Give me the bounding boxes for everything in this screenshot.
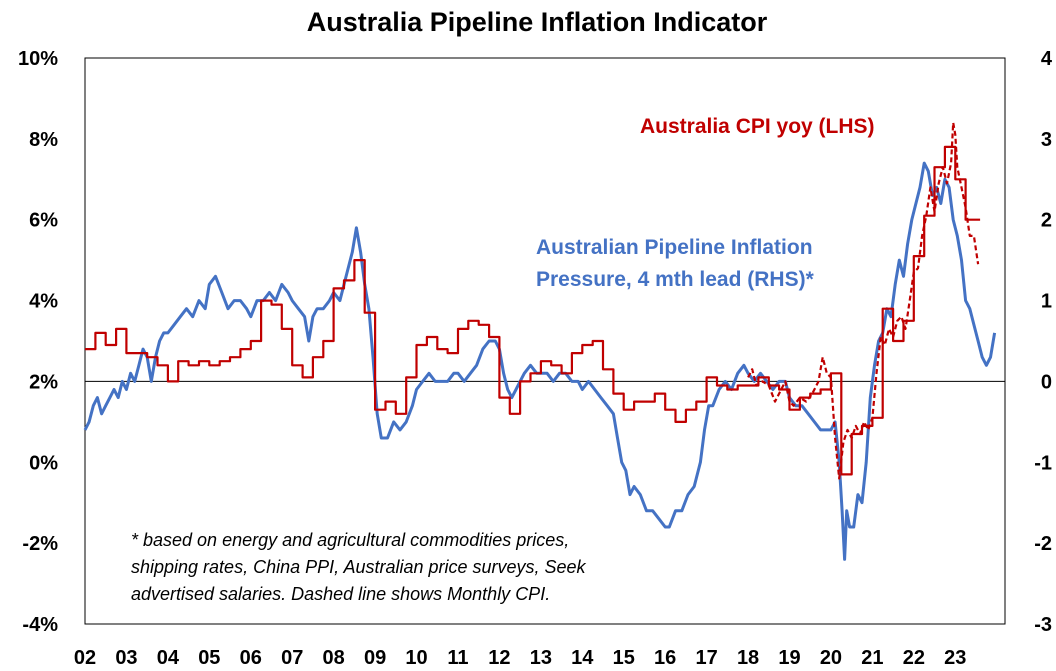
left-tick-label: 10% bbox=[18, 48, 58, 70]
x-tick-label: 12 bbox=[488, 647, 510, 669]
left-tick-label: 6% bbox=[29, 210, 58, 232]
x-axis: 02 03 04 05 06 07 08 09 10 11 12 13 14 15 16 17 18 19 20 21… bbox=[74, 647, 967, 669]
right-tick-label: 0 bbox=[1041, 371, 1052, 393]
left-tick-label: 0% bbox=[29, 452, 58, 474]
x-tick-label: 07 bbox=[281, 647, 303, 669]
right-tick-label: 4 bbox=[1041, 48, 1053, 70]
series-layer bbox=[83, 121, 997, 561]
x-tick-label: 20 bbox=[820, 647, 842, 669]
x-tick-label: 05 bbox=[198, 647, 220, 669]
x-tick-label: 21 bbox=[861, 647, 883, 669]
left-tick-label: 4% bbox=[29, 291, 58, 313]
x-tick-label: 06 bbox=[240, 647, 262, 669]
left-tick-label: 8% bbox=[29, 129, 58, 151]
right-tick-label: -3 bbox=[1034, 614, 1052, 636]
x-tick-label: 11 bbox=[447, 647, 468, 669]
right-tick-label: 3 bbox=[1041, 129, 1052, 151]
x-tick-label: 14 bbox=[571, 647, 594, 669]
x-tick-label: 22 bbox=[903, 647, 925, 669]
legend-cpi-label: Australia CPI yoy (LHS) bbox=[640, 115, 875, 138]
x-tick-label: 02 bbox=[74, 647, 96, 669]
x-tick-label: 19 bbox=[778, 647, 800, 669]
x-tick-label: 03 bbox=[115, 647, 137, 669]
footnote-line-3: advertised salaries. Dashed line shows M… bbox=[131, 584, 550, 604]
plot-area bbox=[84, 57, 1006, 625]
left-tick-label: 2% bbox=[29, 371, 58, 393]
series-line-pipeline bbox=[83, 161, 997, 561]
x-tick-label: 23 bbox=[944, 647, 966, 669]
left-axis: 10% 8% 6% 4% 2% 0% -2% -4% bbox=[18, 48, 58, 636]
x-tick-label: 16 bbox=[654, 647, 676, 669]
x-tick-label: 17 bbox=[695, 647, 717, 669]
right-axis: 4 3 2 1 0 -1 -2 -3 bbox=[1034, 48, 1053, 636]
series-line-cpi-monthly bbox=[747, 121, 980, 480]
right-tick-label: 2 bbox=[1041, 210, 1052, 232]
footnote-line-1: * based on energy and agricultural commo… bbox=[131, 530, 569, 550]
x-tick-label: 18 bbox=[737, 647, 759, 669]
x-tick-label: 09 bbox=[364, 647, 386, 669]
x-tick-label: 10 bbox=[405, 647, 427, 669]
x-tick-label: 08 bbox=[323, 647, 345, 669]
x-tick-label: 15 bbox=[613, 647, 635, 669]
left-tick-label: -4% bbox=[22, 614, 58, 636]
footnote-line-2: shipping rates, China PPI, Australian pr… bbox=[131, 557, 587, 577]
x-tick-label: 04 bbox=[157, 647, 180, 669]
chart-title: Australia Pipeline Inflation Indicator bbox=[307, 7, 768, 37]
legend-pipeline-label-line1: Australian Pipeline Inflation bbox=[536, 236, 813, 259]
right-tick-label: 1 bbox=[1041, 291, 1052, 313]
series-line-cpi-quarterly bbox=[85, 145, 981, 476]
right-tick-label: -2 bbox=[1034, 533, 1052, 555]
legend-pipeline-label-line2: Pressure, 4 mth lead (RHS)* bbox=[536, 268, 815, 291]
left-tick-label: -2% bbox=[22, 533, 58, 555]
x-tick-label: 13 bbox=[530, 647, 552, 669]
right-tick-label: -1 bbox=[1034, 452, 1052, 474]
